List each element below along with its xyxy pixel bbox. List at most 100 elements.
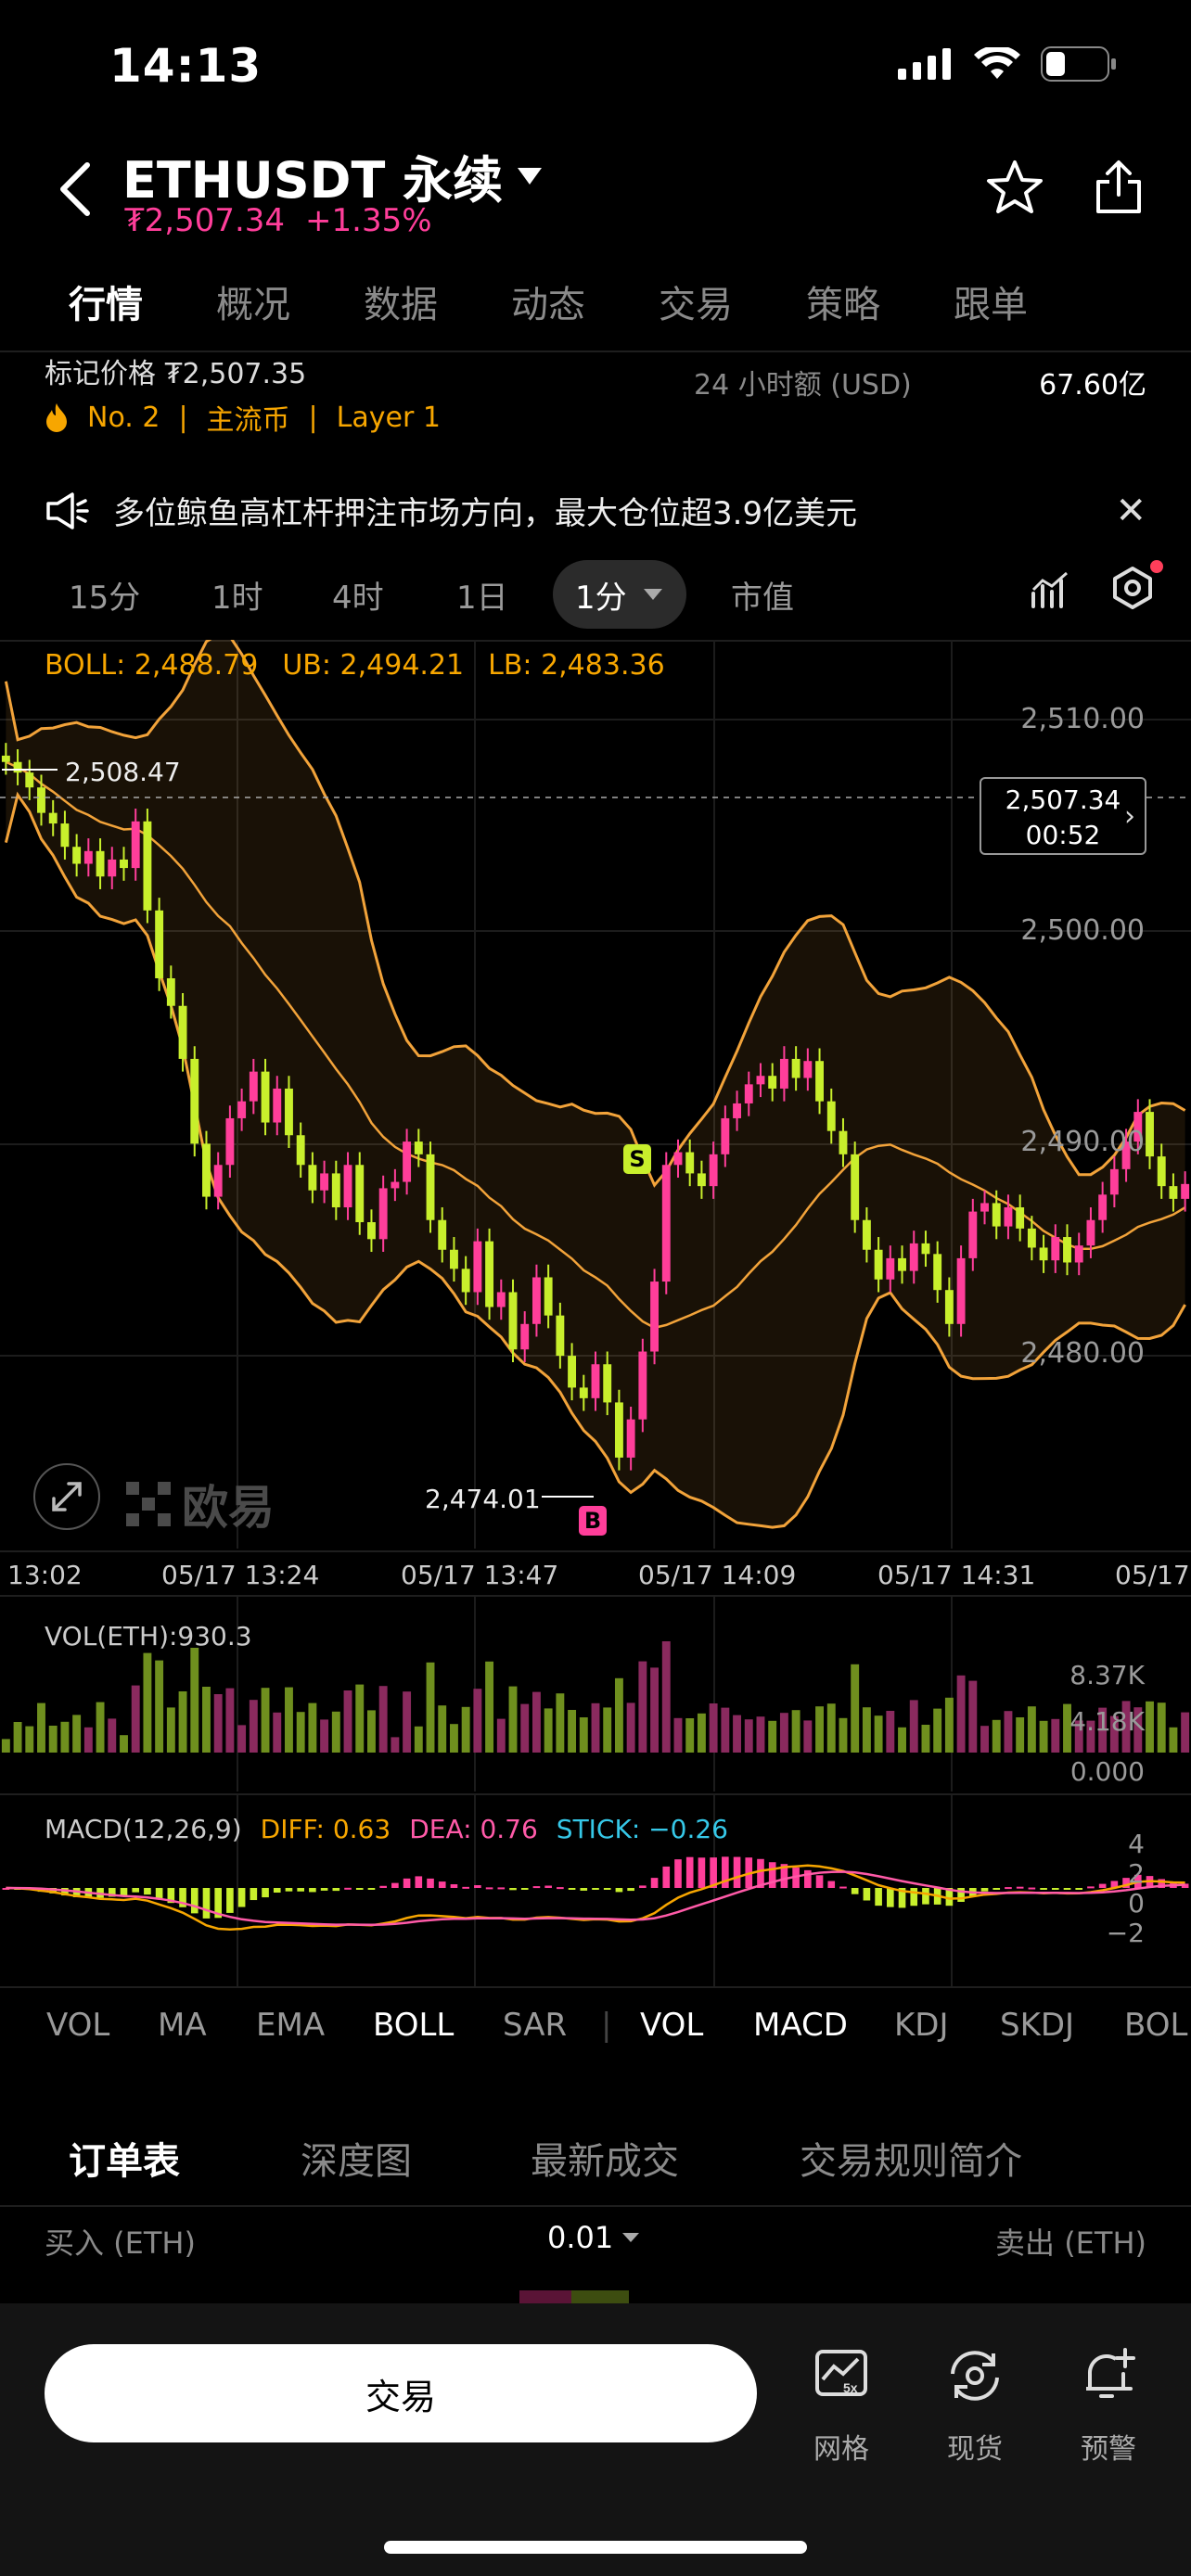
macd-bar [190,1888,198,1914]
indicator-macd[interactable]: MACD [753,2007,848,2044]
tag-mainstream[interactable]: 主流币 [206,404,290,437]
volume-chart[interactable] [0,1597,1191,1792]
spot-button[interactable]: 现货 [924,2346,1026,2467]
interval-1m-selected[interactable]: 1分 [553,560,686,629]
indicator-boll-sub[interactable]: BOL [1124,2007,1188,2044]
tab-trading-rules[interactable]: 交易规则简介 [800,2140,1022,2183]
tab-overview[interactable]: 概况 [216,284,290,326]
candle-body [921,1243,930,1255]
indicator-ema[interactable]: EMA [256,2007,326,2044]
interval-1h[interactable]: 1时 [211,579,263,617]
volume-bar [1121,1701,1131,1753]
tab-trade[interactable]: 交易 [659,284,733,326]
indicator-chart-icon[interactable] [1030,569,1070,610]
tab-data[interactable]: 数据 [364,284,438,326]
chevron-right-icon: › [1124,800,1135,833]
volume-bar [1039,1720,1048,1753]
macd-bar [167,1888,175,1904]
indicator-skdj[interactable]: SKDJ [1000,2007,1075,2044]
tab-copy[interactable]: 跟单 [954,284,1028,326]
candle-body [190,1058,199,1144]
candle-body [815,1061,824,1102]
macd-bar [497,1887,506,1890]
bollinger-band-fill [6,640,1185,1528]
candle-body [355,1165,365,1223]
candlestick-chart[interactable] [0,640,1191,1558]
indicator-ma[interactable]: MA [158,2007,207,2044]
candle-body [579,1387,588,1398]
indicator-boll[interactable]: BOLL [373,2007,455,2044]
candle-body [96,850,105,877]
indicator-sar[interactable]: SAR [503,2007,568,2044]
tag-layer1[interactable]: Layer 1 [336,401,441,434]
macd-bar [685,1856,694,1888]
macd-stick: STICK: −0.26 [556,1814,728,1844]
candle-body [591,1364,600,1398]
interval-15m[interactable]: 15分 [69,579,141,617]
macd-bar [945,1888,954,1906]
tab-strategy[interactable]: 策略 [806,284,880,326]
candle-body [1109,1168,1119,1195]
tab-latest-trades[interactable]: 最新成交 [531,2140,679,2183]
volume-bar [1027,1706,1036,1753]
candle-body [202,1143,211,1197]
interval-1d[interactable]: 1日 [456,579,508,617]
macd-chart[interactable] [0,1795,1191,1986]
candle-body [320,1173,329,1191]
fullscreen-button[interactable] [33,1463,100,1530]
price-change: +1.35% [305,202,432,239]
current-price-tag[interactable]: 2,507.34 00:52 › [980,777,1146,855]
indicator-kdj[interactable]: KDJ [894,2007,949,2044]
candle-body [1004,1207,1013,1227]
candle-body [403,1141,412,1182]
precision-value: 0.01 [547,2220,614,2255]
tab-depth[interactable]: 深度图 [301,2140,412,2183]
alert-button[interactable]: 预警 [1057,2346,1159,2467]
back-icon[interactable] [50,156,98,223]
volume-bar [403,1691,412,1753]
macd-bar [262,1888,269,1898]
interval-4h[interactable]: 4时 [332,579,384,617]
divider [0,1793,1191,1795]
candle-body [1121,1141,1131,1169]
okx-logo-icon [126,1482,171,1526]
star-icon[interactable] [985,158,1044,217]
symbol-selector[interactable]: ETHUSDT 永续 [122,139,544,212]
candle-body [956,1257,966,1324]
precision-selector[interactable]: 0.01 [547,2220,641,2255]
notice-banner[interactable]: 多位鲸鱼高杠杆押注市场方向，最大仓位超3.9亿美元 [45,488,857,533]
expand-icon [52,1482,82,1511]
volume-bar [166,1707,175,1753]
indicator-vol-main[interactable]: VOL [46,2007,110,2044]
sell-marker[interactable]: S [623,1144,651,1174]
bollinger-lower-line [4,791,1186,1529]
close-icon[interactable]: ✕ [1115,490,1146,532]
candle-body [438,1219,447,1250]
candle-body [1133,1112,1143,1142]
volume-bar [261,1688,270,1753]
interval-market-cap[interactable]: 市值 [731,579,794,617]
candle-body [60,823,70,848]
volume-bar [213,1694,223,1753]
candle-body [603,1364,612,1403]
candle-body [968,1211,978,1258]
tab-news[interactable]: 动态 [511,284,585,326]
settings-button[interactable] [1111,560,1163,614]
tab-orderbook[interactable]: 订单表 [69,2140,180,2183]
candle-body [1016,1207,1025,1229]
volume-bar [391,1737,400,1753]
trade-button[interactable]: 交易 [45,2344,757,2442]
volume-bar [320,1719,329,1753]
macd-bar [250,1888,258,1901]
volume-bar [1181,1712,1190,1753]
tab-market[interactable]: 行情 [69,284,143,326]
volume-bar [909,1700,918,1753]
volume-bar [980,1726,989,1753]
candle-body [614,1402,623,1458]
grid-button[interactable]: 5x 网格 [790,2346,892,2467]
candle-body [1039,1247,1048,1261]
volume-bar [60,1721,70,1753]
indicator-vol-sub[interactable]: VOL [640,2007,704,2044]
share-icon[interactable] [1091,158,1146,217]
buy-marker[interactable]: B [579,1506,607,1536]
